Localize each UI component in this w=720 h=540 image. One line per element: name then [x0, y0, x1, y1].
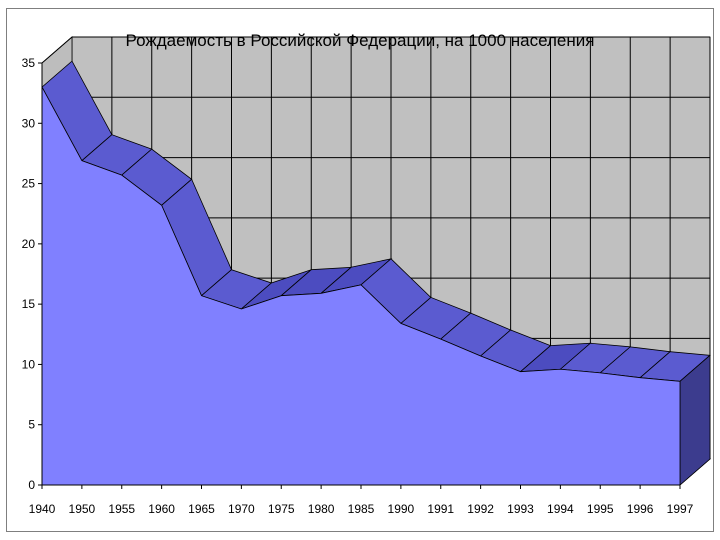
x-tick-label: 1997 — [667, 502, 694, 516]
data-point — [439, 338, 442, 341]
data-point — [360, 283, 363, 286]
y-tick-label: 30 — [22, 116, 36, 130]
x-tick-label: 1980 — [308, 502, 335, 516]
horizontal-gridline — [41, 36, 710, 64]
x-tick-label: 1996 — [627, 502, 654, 516]
data-point — [519, 370, 522, 373]
y-tick-label: 25 — [22, 177, 36, 191]
x-tick-label: 1975 — [268, 502, 295, 516]
data-point — [240, 307, 243, 310]
x-tick-label: 1940 — [29, 502, 56, 516]
x-tick-label: 1950 — [69, 502, 96, 516]
data-point — [399, 322, 402, 325]
y-tick-label: 20 — [22, 237, 36, 251]
data-point — [120, 174, 123, 177]
data-point — [80, 159, 83, 162]
y-tick-label: 15 — [22, 297, 36, 311]
x-tick-label: 1991 — [427, 502, 454, 516]
x-tick-label: 1995 — [587, 502, 614, 516]
x-tick-label: 1994 — [547, 502, 574, 516]
area-front-face — [41, 86, 681, 486]
data-point — [479, 354, 482, 357]
data-point — [679, 380, 682, 383]
x-tick-label: 1965 — [188, 502, 215, 516]
x-tick-label: 1955 — [108, 502, 135, 516]
x-tick-label: 1992 — [467, 502, 494, 516]
x-tick-label: 1970 — [228, 502, 255, 516]
y-tick-label: 10 — [22, 357, 36, 371]
birth-rate-series — [41, 60, 711, 486]
data-point — [160, 204, 163, 207]
x-tick-label: 1985 — [348, 502, 375, 516]
y-tick-label: 5 — [28, 418, 35, 432]
y-tick-label: 35 — [22, 56, 36, 70]
data-point — [280, 294, 283, 297]
data-point — [320, 292, 323, 295]
axes: 0 5 10 15 20 25 30 35 1940 1950 1955 1960 1965 1970 19… — [22, 56, 694, 516]
data-point — [639, 376, 642, 379]
y-tick-label: 0 — [28, 478, 35, 492]
x-tick-label: 1960 — [148, 502, 175, 516]
data-point — [599, 371, 602, 374]
x-tick-label: 1990 — [388, 502, 415, 516]
x-tick-label: 1993 — [507, 502, 534, 516]
data-point — [200, 294, 203, 297]
chart-title: Рождаемость в Российской Федерации, на 1… — [126, 31, 595, 50]
data-point — [559, 368, 562, 371]
